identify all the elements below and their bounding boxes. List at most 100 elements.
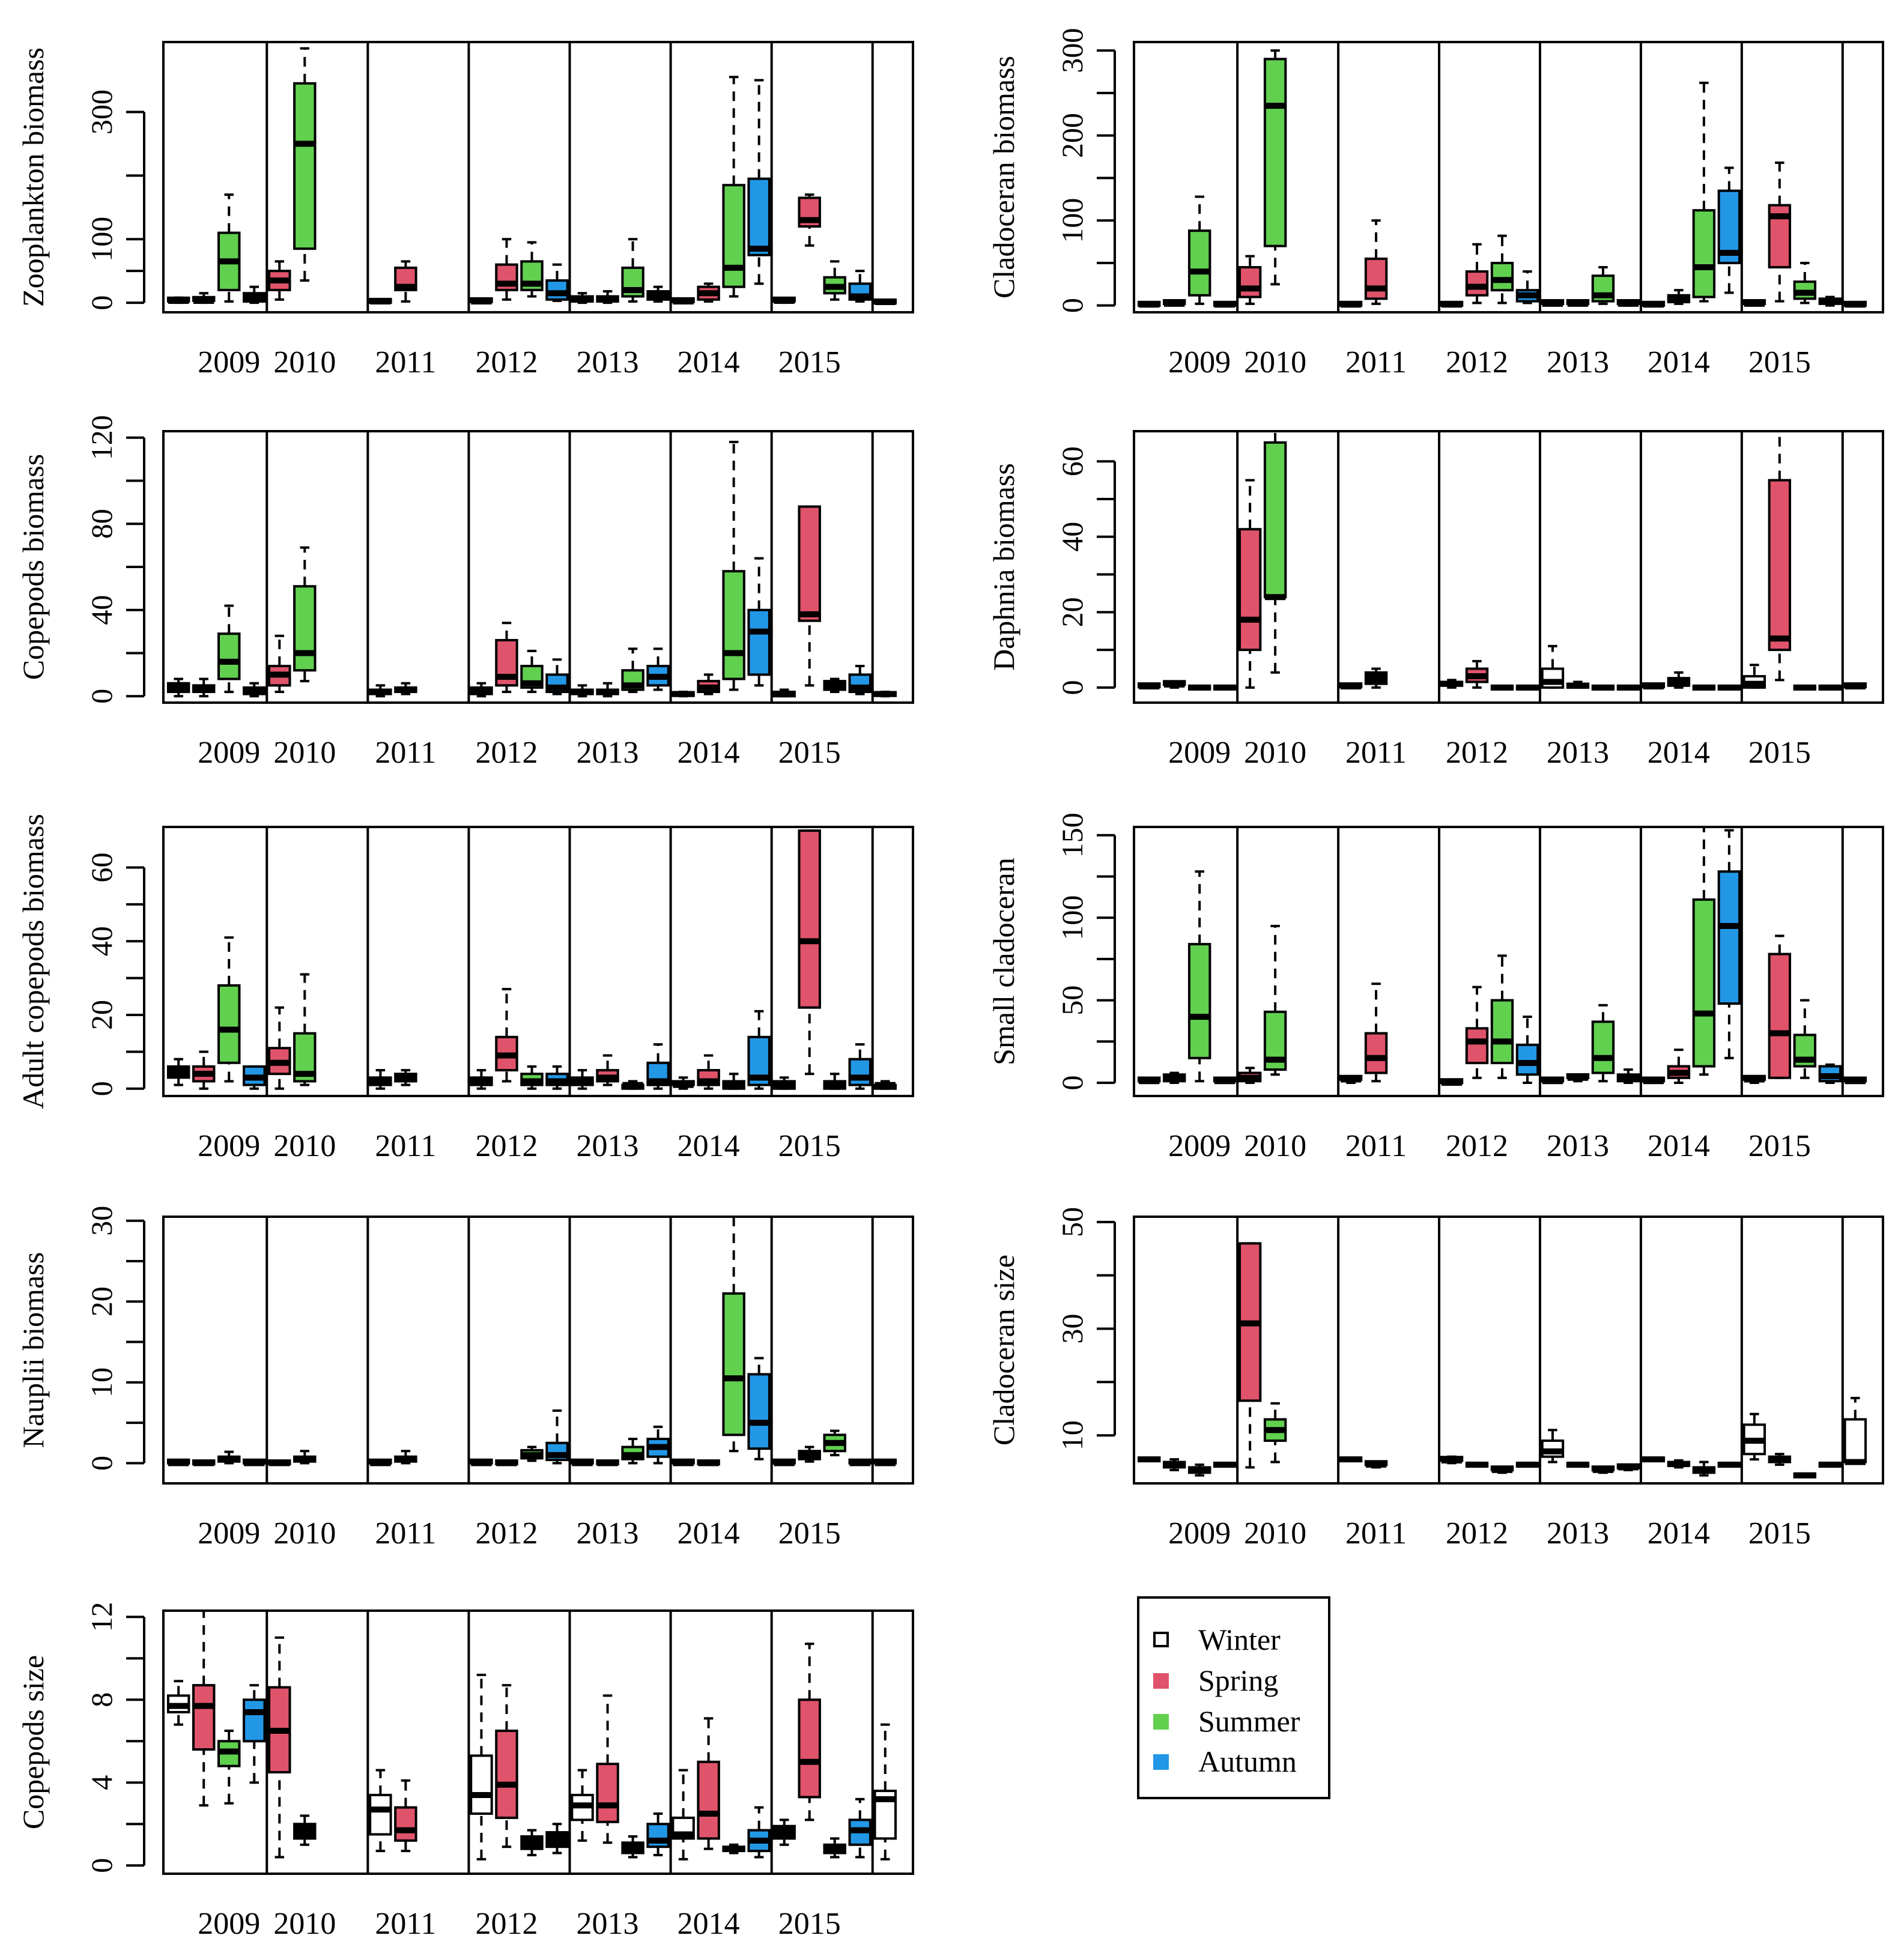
box-spring	[1768, 934, 1792, 1079]
box-winter	[166, 296, 190, 304]
y-axis-title: Nauplii biomass	[16, 1252, 50, 1448]
box-iqr	[1692, 209, 1716, 298]
box-autumn	[646, 1043, 670, 1090]
box-summer	[823, 1073, 846, 1090]
box-iqr	[1515, 1043, 1539, 1076]
box-summer	[217, 1730, 241, 1805]
year-label-2015: 2015	[778, 345, 841, 380]
year-label-2013: 2013	[1547, 1516, 1609, 1551]
legend-swatch-winter	[1153, 1632, 1169, 1647]
y-axis: 0 100 200 300	[1055, 28, 1116, 313]
box-winter	[1440, 1078, 1464, 1086]
y-tick-label: 0	[85, 1456, 118, 1471]
year-label-2013: 2013	[1547, 1129, 1609, 1163]
year-label-2015: 2015	[778, 1516, 841, 1551]
year-label-2014: 2014	[1648, 1129, 1710, 1163]
box-winter	[1364, 1460, 1388, 1469]
legend-label-summer: Summer	[1198, 1704, 1300, 1738]
y-tick-label: 30	[85, 1206, 118, 1236]
year-label-2011: 2011	[375, 1907, 436, 1941]
plot-frame	[162, 826, 914, 1097]
box-spring	[268, 1006, 291, 1090]
y-axis-title: Zooplankton biomass	[16, 47, 50, 307]
y-tick-label: 150	[1055, 813, 1089, 858]
year-label-2009: 2009	[198, 345, 260, 380]
year-label-2012: 2012	[475, 1907, 538, 1941]
box-winter	[571, 684, 594, 698]
box-summer	[1692, 826, 1716, 1076]
box-spring	[798, 193, 821, 247]
box-summer	[293, 47, 317, 282]
plot-frame	[162, 430, 914, 704]
box-iqr	[798, 505, 821, 622]
box-winter	[873, 298, 897, 306]
box-spring	[1364, 983, 1388, 1083]
box-spring	[596, 1694, 619, 1844]
legend: Winter Spring Summer Autumn	[1137, 1596, 1330, 1799]
box-winter	[672, 691, 695, 698]
box-summer	[1793, 999, 1817, 1079]
year-label-2013: 2013	[1547, 345, 1609, 380]
legend-swatch-autumn	[1153, 1754, 1169, 1770]
box-winter	[1667, 1459, 1691, 1469]
box-autumn	[1616, 684, 1640, 691]
box-spring	[1238, 1242, 1262, 1469]
box-spring	[1465, 243, 1489, 304]
box-summer	[621, 1438, 644, 1465]
box-winter	[848, 1458, 872, 1467]
y-tick-label: 0	[1055, 1076, 1089, 1091]
y-axis-title: Adult copepods biomass	[16, 814, 50, 1109]
box-spring	[268, 1636, 291, 1859]
box-winter	[1213, 1461, 1237, 1468]
box-spring	[1162, 1071, 1186, 1085]
y-axis: 0 50 100 150	[1055, 813, 1116, 1091]
box-summer	[520, 241, 544, 298]
box-winter	[1843, 1396, 1867, 1465]
year-label-2009: 2009	[198, 1907, 260, 1941]
year-label-2009: 2009	[198, 1129, 260, 1163]
box-spring	[495, 1459, 518, 1467]
year-label-2014: 2014	[678, 1907, 740, 1941]
plot-frame	[1133, 826, 1884, 1097]
y-axis: 0 20 40 60	[85, 853, 145, 1096]
box-iqr	[293, 82, 317, 250]
box-iqr	[495, 1730, 518, 1819]
box-winter	[772, 688, 796, 698]
chart-panel-1: 0 100 300 Zooplankton biomass 2009 2010 2011 20…	[16, 41, 914, 380]
box-iqr	[722, 570, 745, 680]
y-axis: 10 30 50	[1055, 1207, 1116, 1450]
box-winter	[470, 297, 493, 304]
box-winter	[243, 1458, 266, 1467]
box-iqr	[722, 184, 745, 288]
box-summer	[1591, 684, 1615, 691]
box-autumn	[646, 1812, 670, 1856]
box-summer	[1187, 870, 1211, 1083]
box-summer	[1793, 684, 1817, 691]
y-tick-label: 60	[85, 853, 118, 883]
year-label-2014: 2014	[1648, 345, 1710, 380]
box-autumn	[747, 1806, 771, 1859]
box-spring	[1364, 219, 1388, 305]
box-iqr	[848, 1058, 872, 1086]
box-winter	[1818, 1461, 1842, 1468]
y-tick-label: 100	[1055, 895, 1089, 940]
box-winter	[1364, 667, 1388, 689]
box-autumn	[1515, 1016, 1539, 1085]
y-axis-title: Small cladoceran	[987, 858, 1020, 1065]
box-winter	[571, 292, 594, 304]
box-winter	[1642, 1076, 1666, 1085]
y-axis: 0 4 8 12	[85, 1602, 145, 1873]
y-tick-label: 0	[85, 1081, 118, 1096]
y-tick-label: 300	[85, 89, 118, 135]
box-iqr	[1692, 898, 1716, 1068]
year-label-2009: 2009	[198, 1516, 260, 1551]
legend-swatch-spring	[1153, 1673, 1169, 1689]
year-label-2011: 2011	[375, 1129, 436, 1163]
box-winter	[1541, 1076, 1565, 1085]
y-tick-label: 30	[1055, 1313, 1089, 1343]
box-spring	[495, 1684, 518, 1848]
box-spring	[798, 829, 821, 1076]
box-winter	[823, 1837, 846, 1859]
box-spring	[1465, 659, 1489, 689]
